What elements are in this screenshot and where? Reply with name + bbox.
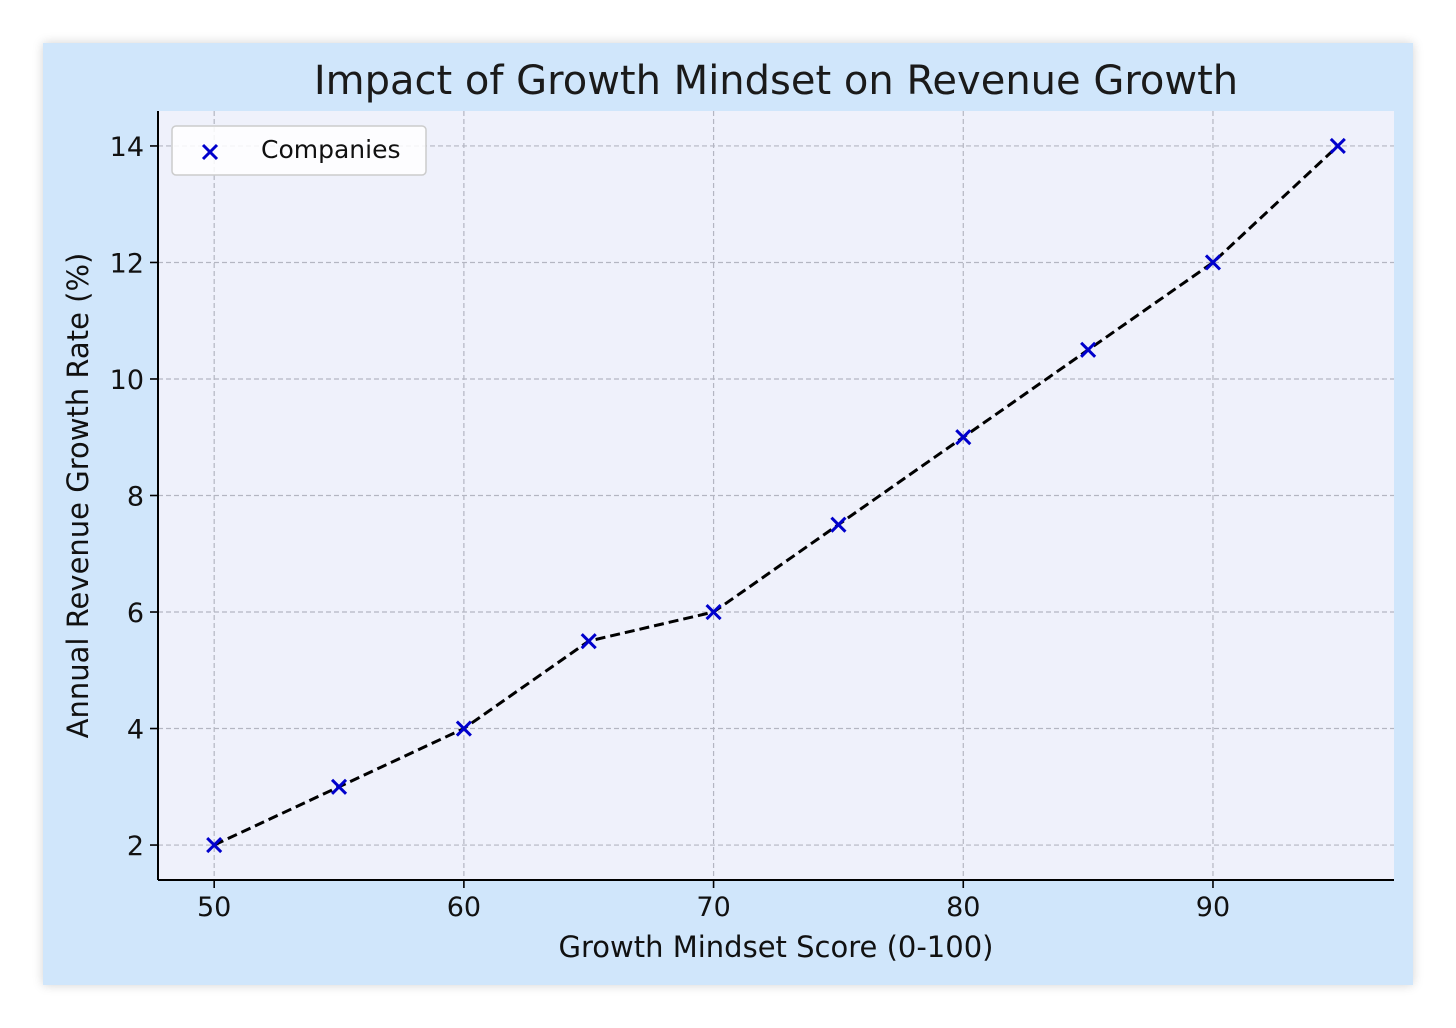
data-point [455,720,472,737]
x-tick-label-80: 80 [946,892,980,923]
data-markers [206,137,1346,854]
x-tick-label-60: 60 [447,892,481,923]
x-axis-label: Growth Mindset Score (0-100) [559,930,994,964]
y-tick-label-4: 4 [127,715,144,746]
grid-lines [158,111,1394,880]
y-tick-label-14: 14 [110,132,144,163]
data-point [1080,341,1097,358]
x-tick-label-70: 70 [696,892,730,923]
data-point [206,836,223,854]
ticks: 50 60 70 80 90 2 4 6 8 10 12 14 [110,132,1231,923]
data-point [955,429,972,446]
data-point [580,633,597,650]
x-tick-label-90: 90 [1196,892,1230,923]
data-point [1204,254,1222,271]
data-point [1329,137,1346,155]
y-tick-label-6: 6 [127,598,144,629]
data-point [830,516,847,533]
y-tick-label-2: 2 [127,831,144,862]
y-tick-label-10: 10 [110,365,144,396]
x-tick-label-50: 50 [197,892,231,923]
chart-title: Impact of Growth Mindset on Revenue Grow… [314,58,1238,104]
y-tick-label-8: 8 [127,482,144,513]
y-axis-label: Annual Revenue Growth Rate (%) [61,253,95,739]
legend-marker-x-icon [201,143,219,161]
trend-line [213,144,1339,847]
y-tick-label-12: 12 [110,248,144,279]
legend-box [171,125,427,176]
data-point [330,778,348,795]
data-point [705,603,722,621]
legend-label: Companies [261,135,401,164]
legend: Companies [171,125,427,176]
